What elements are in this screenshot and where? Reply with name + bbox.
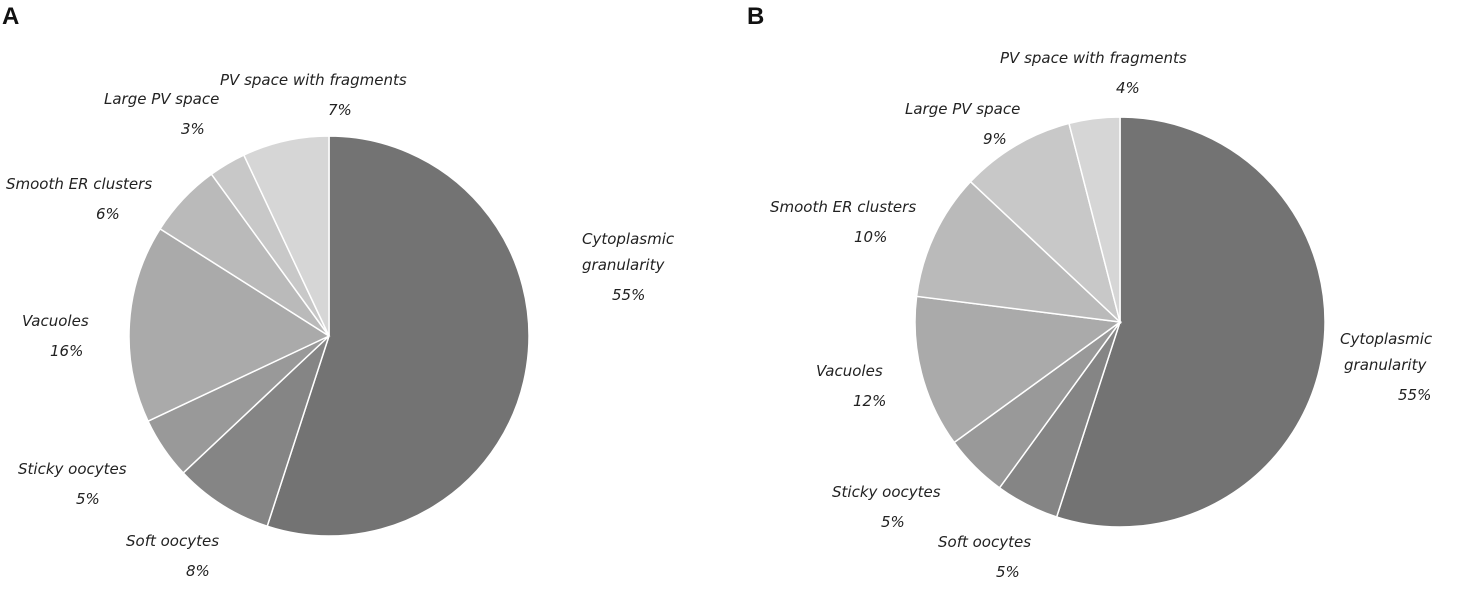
pie-b-slice-smooth-er-clusters bbox=[915, 180, 1123, 324]
pie-chart-b: Cytoplasmic granularity 55% Soft oocytes 5% S… bbox=[770, 49, 1433, 581]
pie-b-label-cytoplasmic-granularity-line1: Cytoplasmic bbox=[1340, 330, 1433, 348]
pie-a-value-large-pv-space: 3% bbox=[181, 120, 205, 138]
pie-a-value-sticky-oocytes: 5% bbox=[76, 490, 100, 508]
pie-b-slice-pv-space-with-fragments bbox=[1068, 116, 1121, 323]
pie-a-label-sticky-oocytes: Sticky oocytes bbox=[18, 460, 127, 478]
pie-a-label-vacuoles: Vacuoles bbox=[22, 312, 89, 330]
pie-b-label-smooth-er-clusters: Smooth ER clusters bbox=[770, 198, 916, 216]
pie-chart-a: Cytoplasmic granularity 55% Soft oocytes 8% S… bbox=[6, 71, 675, 580]
pie-b-label-vacuoles: Vacuoles bbox=[816, 362, 883, 380]
pie-a-slice-pv-space-with-fragments bbox=[242, 135, 330, 337]
pie-b-value-sticky-oocytes: 5% bbox=[881, 513, 905, 531]
pie-a-label-pv-space-with-fragments: PV space with fragments bbox=[220, 71, 407, 89]
pie-a-label-cytoplasmic-granularity-line1: Cytoplasmic bbox=[582, 230, 675, 248]
panel-a-letter: A bbox=[2, 3, 19, 30]
pie-a-slice-cytoplasmic-granularity bbox=[266, 135, 530, 537]
pie-b-slice-cytoplasmic-granularity bbox=[1055, 116, 1326, 528]
pie-b-label-soft-oocytes: Soft oocytes bbox=[938, 533, 1031, 551]
pie-b-value-large-pv-space: 9% bbox=[983, 130, 1007, 148]
panel-b-letter: B bbox=[747, 3, 764, 30]
pie-a-label-large-pv-space: Large PV space bbox=[104, 90, 219, 108]
pie-b-slice-vacuoles bbox=[914, 295, 1122, 444]
pie-b-slice-large-pv-space bbox=[969, 122, 1122, 325]
pie-b-value-smooth-er-clusters: 10% bbox=[854, 228, 887, 246]
pie-b-value-vacuoles: 12% bbox=[853, 392, 886, 410]
pie-a-value-smooth-er-clusters: 6% bbox=[96, 205, 120, 223]
pie-b-value-soft-oocytes: 5% bbox=[996, 563, 1020, 581]
pie-b-label-sticky-oocytes: Sticky oocytes bbox=[832, 483, 941, 501]
pie-b-label-large-pv-space: Large PV space bbox=[905, 100, 1020, 118]
pie-a-slice-vacuoles bbox=[128, 227, 331, 423]
pie-a-label-smooth-er-clusters: Smooth ER clusters bbox=[6, 175, 152, 193]
pie-b-label-cytoplasmic-granularity-line2: granularity bbox=[1344, 356, 1427, 374]
pie-a-value-soft-oocytes: 8% bbox=[186, 562, 210, 580]
pie-a-value-cytoplasmic-granularity: 55% bbox=[612, 286, 645, 304]
pie-b-value-pv-space-with-fragments: 4% bbox=[1116, 79, 1140, 97]
pie-b-label-pv-space-with-fragments: PV space with fragments bbox=[1000, 49, 1187, 67]
pie-a-label-cytoplasmic-granularity-line2: granularity bbox=[582, 256, 665, 274]
pie-a-value-pv-space-with-fragments: 7% bbox=[328, 101, 352, 119]
pie-a-label-soft-oocytes: Soft oocytes bbox=[126, 532, 219, 550]
pie-b-value-cytoplasmic-granularity: 55% bbox=[1398, 386, 1431, 404]
pie-a-slice-soft-oocytes bbox=[182, 335, 330, 528]
pie-a-value-vacuoles: 16% bbox=[50, 342, 83, 360]
